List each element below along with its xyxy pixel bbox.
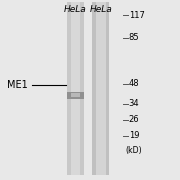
Bar bbox=[71, 93, 80, 97]
Text: HeLa: HeLa bbox=[89, 5, 112, 14]
Text: HeLa: HeLa bbox=[64, 5, 87, 14]
Bar bbox=[71, 2, 80, 175]
Bar bbox=[96, 2, 105, 175]
Bar bbox=[67, 2, 84, 175]
Text: 26: 26 bbox=[129, 115, 139, 124]
Text: 48: 48 bbox=[129, 79, 139, 88]
Text: 117: 117 bbox=[129, 11, 145, 20]
Text: 85: 85 bbox=[129, 33, 139, 42]
Text: 19: 19 bbox=[129, 131, 139, 140]
Bar bbox=[67, 92, 84, 99]
Bar bbox=[92, 2, 109, 175]
Text: ME1: ME1 bbox=[7, 80, 28, 90]
Text: 34: 34 bbox=[129, 99, 139, 108]
Text: (kD): (kD) bbox=[125, 146, 142, 155]
